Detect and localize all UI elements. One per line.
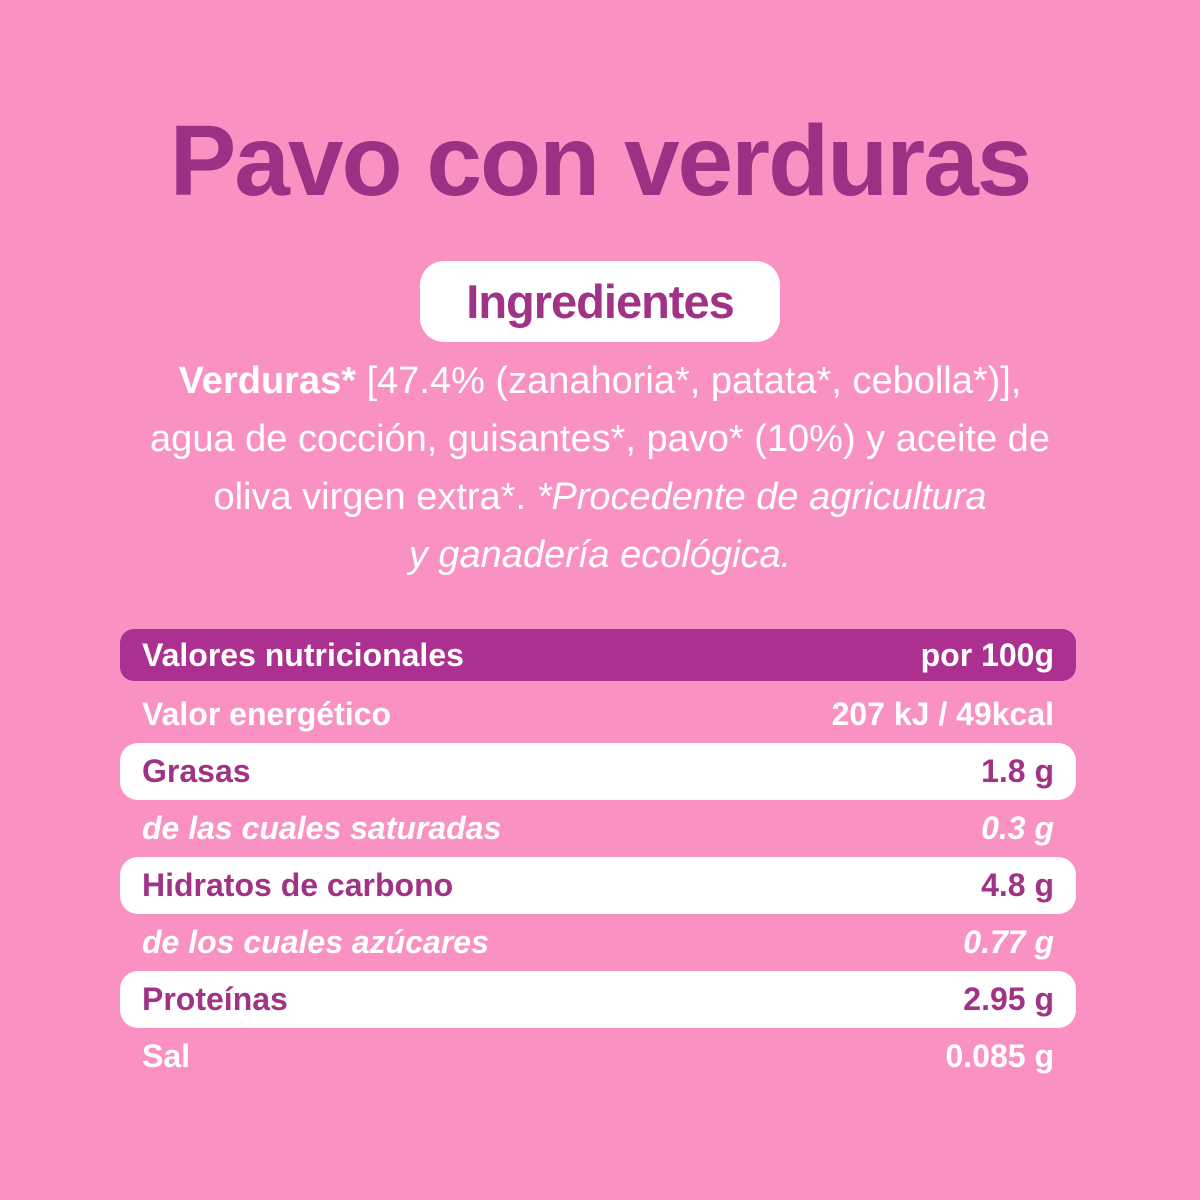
table-row-fat: Grasas 1.8 g	[120, 743, 1076, 800]
ingredients-badge-wrap: Ingredientes	[0, 261, 1200, 342]
row-value: 207 kJ / 49kcal	[831, 696, 1054, 732]
table-row-sugars: de los cuales azúcares 0.77 g	[120, 914, 1076, 971]
table-row-energy: Valor energético 207 kJ / 49kcal	[120, 686, 1076, 743]
nutrition-table: Valores nutricionales por 100g Valor ene…	[120, 629, 1076, 1085]
row-value: 0.3 g	[981, 810, 1054, 846]
table-row-protein: Proteínas 2.95 g	[120, 971, 1076, 1028]
row-label: Proteínas	[142, 981, 288, 1017]
table-row-carbohydrates: Hidratos de carbono 4.8 g	[120, 857, 1076, 914]
table-row-salt: Sal 0.085 g	[120, 1028, 1076, 1085]
row-label: Grasas	[142, 753, 251, 789]
row-label: Valor energético	[142, 696, 391, 732]
page-title: Pavo con verduras	[169, 105, 1033, 217]
nutrition-table-header: Valores nutricionales por 100g	[120, 629, 1076, 681]
row-value: 0.085 g	[945, 1038, 1054, 1074]
row-label: de las cuales saturadas	[142, 810, 502, 846]
nutrition-table-header-value: por 100g	[920, 636, 1054, 673]
ingredients-line1-rest: [47.4% (zanahoria*, patata*, cebolla*)],	[356, 360, 1022, 402]
ingredients-line2: agua de cocción, guisantes*, pavo* (10%)…	[150, 418, 1050, 460]
ingredients-line1-bold: Verduras*	[178, 360, 357, 402]
row-value: 2.95 g	[963, 981, 1054, 1017]
row-label: Sal	[142, 1038, 191, 1074]
ingredients-line4-italic: y ganadería ecológica.	[408, 534, 792, 576]
ingredients-line3-italic: *Procedente de agricultura	[536, 476, 987, 518]
row-label: Hidratos de carbono	[142, 867, 454, 903]
ingredients-text: Verduras* [47.4% (zanahoria*, patata*, c…	[60, 352, 1140, 584]
ingredients-line3-normal: oliva virgen extra*.	[213, 476, 537, 518]
nutrition-table-header-label: Valores nutricionales	[142, 636, 464, 673]
row-value: 1.8 g	[981, 753, 1054, 789]
ingredients-badge: Ingredientes	[420, 261, 780, 342]
row-value: 4.8 g	[981, 867, 1054, 903]
row-label: de los cuales azúcares	[142, 924, 489, 960]
table-row-saturated-fat: de las cuales saturadas 0.3 g	[120, 800, 1076, 857]
row-value: 0.77 g	[963, 924, 1054, 960]
